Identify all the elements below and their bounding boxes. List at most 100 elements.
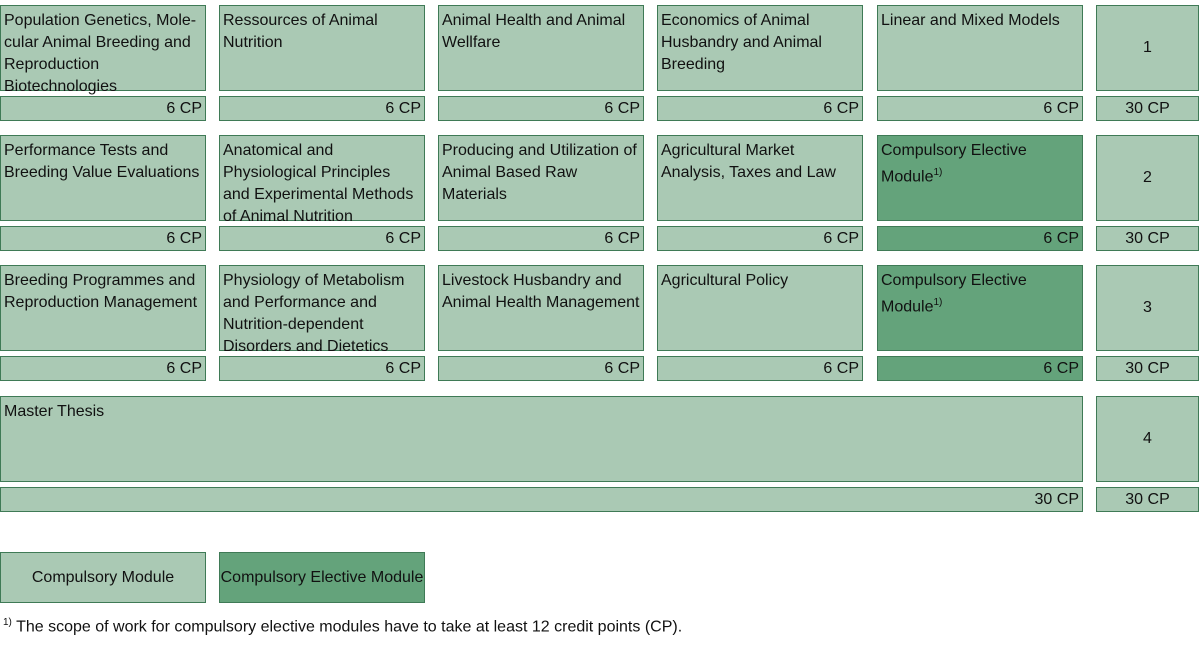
module-box: Linear and Mixed Models: [877, 5, 1083, 91]
module-credits-box: 6 CP: [0, 356, 206, 381]
thesis-box: Master Thesis: [0, 396, 1083, 482]
module-box: Anatomical and Physiological Principles …: [219, 135, 425, 225]
module-credits: 6 CP: [385, 230, 421, 247]
semester-number: 2: [1143, 169, 1152, 186]
module-credits-box: 6 CP: [219, 96, 425, 121]
module-title: Performance Tests and Breeding Value Eva…: [4, 140, 202, 184]
module-credits-box: 6 CP: [219, 356, 425, 381]
legend-elective-label: Compulsory Elective Module: [220, 568, 424, 586]
module-title: Population Genetics, Mole-cular Animal B…: [4, 10, 202, 98]
module-title-text: Population Genetics, Mole-cular Animal B…: [4, 12, 197, 95]
module-credits: 6 CP: [823, 100, 859, 117]
module-credits: 6 CP: [1043, 360, 1079, 377]
footnote-marker: 1): [933, 167, 943, 178]
module-credits-box: 6 CP: [0, 226, 206, 251]
module-title: Animal Health and Animal Wellfare: [442, 10, 640, 54]
semester-total-box: 30 CP: [1096, 487, 1199, 512]
module-title: Breeding Programmes and Reproduction Man…: [4, 270, 202, 314]
semester-number: 1: [1143, 39, 1152, 56]
module-box: Producing and Utilization of Animal Base…: [438, 135, 644, 221]
module-title: Physiology of Metabolism and Performance…: [223, 270, 421, 358]
footnote-text: The scope of work for compulsory electiv…: [11, 618, 683, 636]
module-title: Linear and Mixed Models: [881, 10, 1079, 32]
footnote: 1) The scope of work for compulsory elec…: [3, 617, 682, 636]
module-credits-box: 6 CP: [0, 96, 206, 121]
module-title: Ressources of Animal Nutrition: [223, 10, 421, 54]
module-title: Anatomical and Physiological Principles …: [223, 140, 421, 228]
semester-total-box: 30 CP: [1096, 226, 1199, 251]
module-box: Economics of Animal Husbandry and Animal…: [657, 5, 863, 91]
module-credits-box: 6 CP: [657, 96, 863, 121]
footnote-mark: 1): [3, 617, 12, 628]
module-title-text: Agricultural Market Analysis, Taxes and …: [661, 142, 836, 181]
module-title: Compulsory Elective Module1): [881, 270, 1079, 318]
footnote-marker: 1): [933, 297, 943, 308]
module-box: Agricultural Policy: [657, 265, 863, 351]
module-credits: 6 CP: [166, 360, 202, 377]
module-credits: 6 CP: [1043, 100, 1079, 117]
thesis-credits: 30 CP: [1034, 491, 1079, 508]
module-box: Compulsory Elective Module1): [877, 265, 1083, 351]
module-credits-box: 6 CP: [219, 226, 425, 251]
semester-total-credits: 30 CP: [1125, 359, 1170, 377]
module-title: Agricultural Policy: [661, 270, 859, 292]
module-title-text: Producing and Utilization of Animal Base…: [442, 142, 637, 203]
module-title-text: Performance Tests and Breeding Value Eva…: [4, 142, 200, 181]
module-title: Agricultural Market Analysis, Taxes and …: [661, 140, 859, 184]
module-credits: 6 CP: [166, 100, 202, 117]
module-credits: 6 CP: [166, 230, 202, 247]
module-box: Physiology of Metabolism and Performance…: [219, 265, 425, 355]
module-credits: 6 CP: [385, 360, 421, 377]
module-credits-box: 6 CP: [877, 96, 1083, 121]
semester-total-credits: 30 CP: [1125, 490, 1170, 508]
module-title-text: Compulsory Elective Module: [881, 272, 1027, 316]
module-title-text: Animal Health and Animal Wellfare: [442, 12, 626, 51]
module-title: Producing and Utilization of Animal Base…: [442, 140, 640, 206]
module-credits: 6 CP: [1043, 230, 1079, 247]
module-credits: 6 CP: [823, 230, 859, 247]
module-title: Compulsory Elective Module1): [881, 140, 1079, 188]
semester-number-box: 1: [1096, 5, 1199, 91]
semester-number-box: 3: [1096, 265, 1199, 351]
module-box: Livestock Husbandry and Animal Health Ma…: [438, 265, 644, 351]
module-credits-box: 6 CP: [438, 226, 644, 251]
module-box: Population Genetics, Mole-cular Animal B…: [0, 5, 206, 95]
semester-total-box: 30 CP: [1096, 356, 1199, 381]
module-box: Breeding Programmes and Reproduction Man…: [0, 265, 206, 351]
module-credits-box: 6 CP: [657, 226, 863, 251]
module-title-text: Ressources of Animal Nutrition: [223, 12, 378, 51]
module-credits-box: 6 CP: [877, 226, 1083, 251]
legend-compulsory: Compulsory Module: [0, 552, 206, 603]
semester-total-box: 30 CP: [1096, 96, 1199, 121]
module-box: Compulsory Elective Module1): [877, 135, 1083, 221]
semester-number: 3: [1143, 299, 1152, 316]
semester-number-box: 2: [1096, 135, 1199, 221]
module-title-text: Linear and Mixed Models: [881, 12, 1060, 29]
thesis-credits-box: 30 CP: [0, 487, 1083, 512]
semester-total-credits: 30 CP: [1125, 99, 1170, 117]
module-box: Performance Tests and Breeding Value Eva…: [0, 135, 206, 221]
module-title: Economics of Animal Husbandry and Animal…: [661, 10, 859, 76]
module-credits-box: 6 CP: [438, 356, 644, 381]
module-title-text: Agricultural Policy: [661, 272, 789, 289]
semester-number: 4: [1143, 430, 1152, 447]
module-title-text: Livestock Husbandry and Animal Health Ma…: [442, 272, 640, 311]
module-credits: 6 CP: [385, 100, 421, 117]
module-title-text: Anatomical and Physiological Principles …: [223, 142, 414, 225]
module-credits: 6 CP: [604, 230, 640, 247]
module-credits: 6 CP: [604, 100, 640, 117]
legend-elective: Compulsory Elective Module: [219, 552, 425, 603]
module-box: Ressources of Animal Nutrition: [219, 5, 425, 91]
module-box: Animal Health and Animal Wellfare: [438, 5, 644, 91]
module-credits: 6 CP: [604, 360, 640, 377]
module-credits-box: 6 CP: [657, 356, 863, 381]
thesis-title: Master Thesis: [4, 403, 105, 420]
module-title-text: Physiology of Metabolism and Performance…: [223, 272, 405, 355]
semester-number-box: 4: [1096, 396, 1199, 482]
module-title-text: Breeding Programmes and Reproduction Man…: [4, 272, 198, 311]
module-title-text: Economics of Animal Husbandry and Animal…: [661, 12, 822, 73]
module-credits-box: 6 CP: [438, 96, 644, 121]
module-box: Agricultural Market Analysis, Taxes and …: [657, 135, 863, 221]
module-title: Livestock Husbandry and Animal Health Ma…: [442, 270, 640, 314]
module-title-text: Compulsory Elective Module: [881, 142, 1027, 186]
